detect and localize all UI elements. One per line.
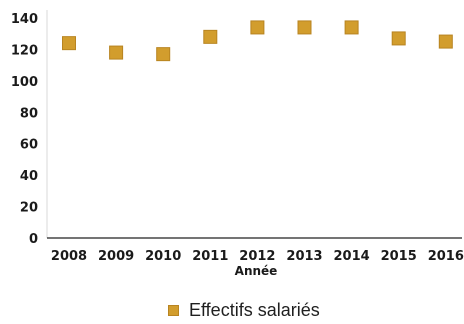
- y-tick-label: 140: [11, 12, 38, 27]
- x-tick-label: 2008: [51, 249, 87, 264]
- legend-label: Effectifs salariés: [189, 300, 320, 320]
- x-tick-label: 2011: [192, 249, 228, 264]
- y-tick-label: 120: [11, 43, 38, 58]
- data-point: [62, 36, 76, 51]
- x-axis-title: Année: [235, 264, 278, 278]
- data-point: [438, 34, 453, 49]
- x-tick-label: 2012: [239, 249, 275, 264]
- y-tick-label: 60: [20, 138, 38, 153]
- legend: Effectifs salariés: [168, 301, 320, 319]
- data-point: [344, 20, 359, 35]
- legend-swatch: [168, 304, 179, 316]
- x-tick-label: 2014: [334, 249, 370, 264]
- data-point: [250, 20, 265, 35]
- data-point: [109, 45, 124, 60]
- x-axis-ticks: 2008 2009 2010 2011 2012 2013 2014 2015 2016: [51, 249, 464, 264]
- data-point: [391, 31, 406, 46]
- data-point: [297, 20, 312, 35]
- data-point: [203, 29, 218, 44]
- y-tick-label: 100: [11, 75, 38, 90]
- data-points: [62, 20, 453, 62]
- y-axis-ticks: 0 20 40 60 80 100 120 140: [11, 12, 38, 247]
- y-tick-label: 80: [20, 106, 38, 121]
- x-tick-label: 2016: [428, 249, 464, 264]
- data-point: [156, 47, 171, 62]
- x-tick-label: 2015: [381, 249, 417, 264]
- x-tick-label: 2009: [98, 249, 134, 264]
- x-tick-label: 2010: [145, 249, 181, 264]
- y-tick-label: 0: [29, 232, 38, 247]
- y-tick-label: 40: [20, 169, 38, 184]
- y-tick-label: 20: [20, 201, 38, 216]
- x-tick-label: 2013: [286, 249, 322, 264]
